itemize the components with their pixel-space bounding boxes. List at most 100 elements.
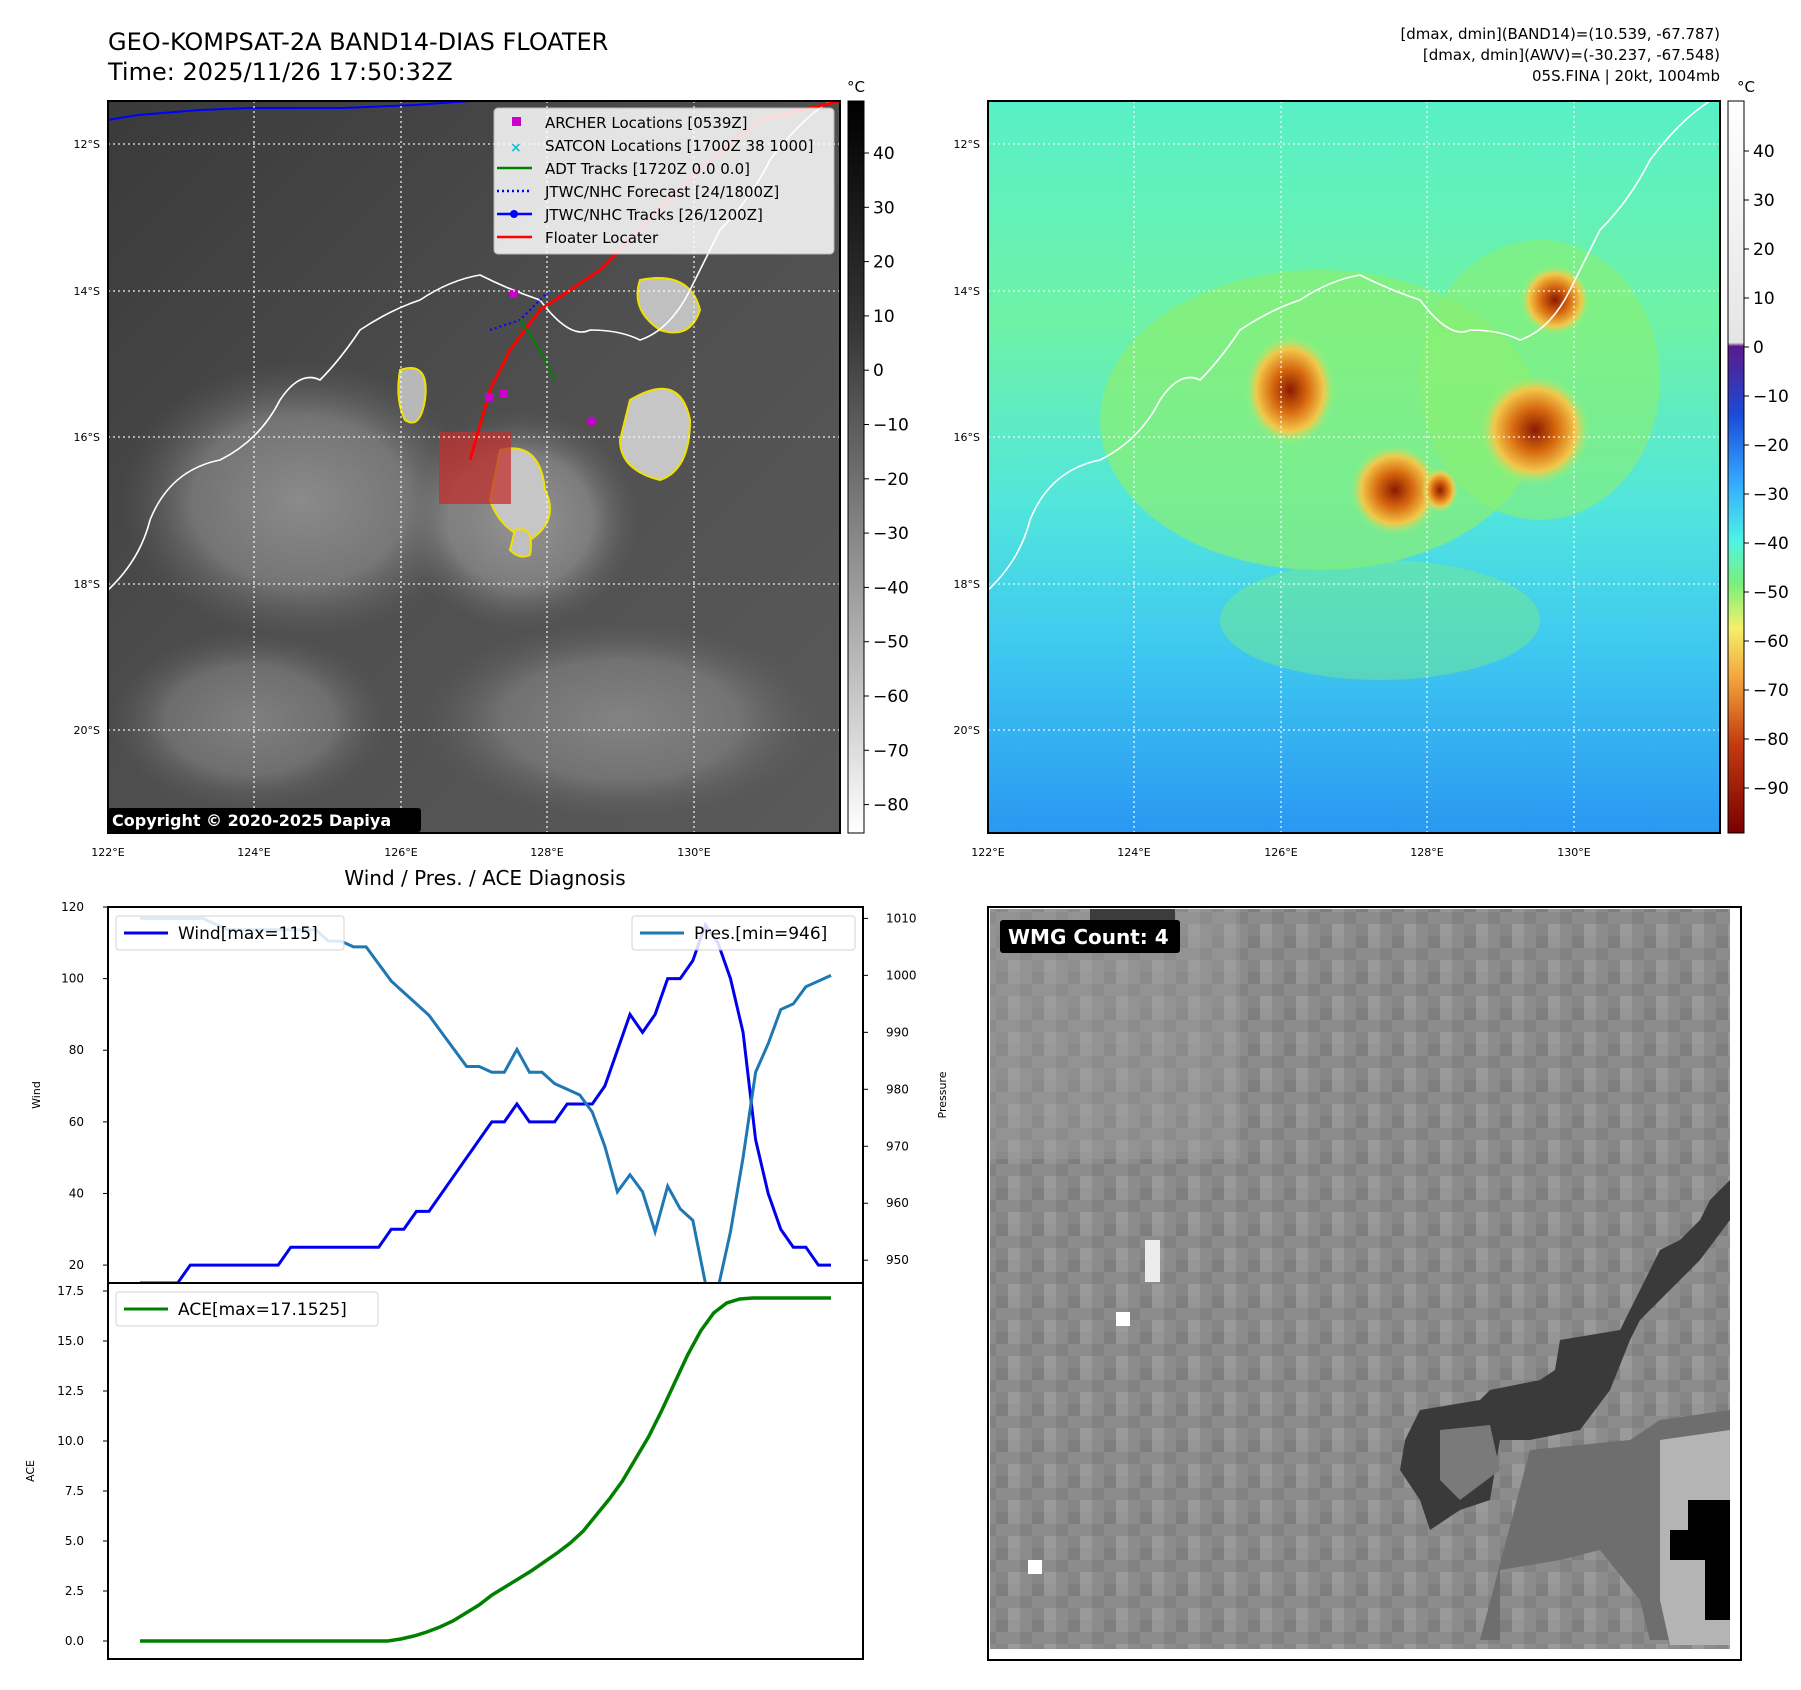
wmg-panel: WMG Count: 4 — [987, 906, 1742, 1661]
awv-colorbar-tick-label: −70 — [1753, 681, 1789, 701]
ir-colorbar-tick-label: 40 — [873, 144, 895, 164]
ace-tick-label: 10.0 — [57, 1434, 84, 1448]
ace-axis-ticks: 0.0 2.5 5.0 7.5 10.0 12.5 15.0 17.5 — [57, 1284, 108, 1648]
awv-colorbar-tick-label: 20 — [1753, 240, 1775, 260]
ace-tick-label: 15.0 — [57, 1334, 84, 1348]
square-marker-icon — [512, 117, 521, 126]
awv-colorbar-tick-label: 0 — [1753, 338, 1764, 358]
ace-legend-label: ACE[max=17.1525] — [178, 1300, 347, 1320]
legend-floater: Floater Locater — [545, 229, 659, 247]
ir-lat-12s: 12°S — [74, 138, 100, 151]
ace-axis-label: ACE — [24, 1460, 37, 1482]
awv-panel: 12°S 14°S 16°S 18°S 20°S 122°E 124°E 126… — [954, 78, 1789, 859]
ir-colorbar-tick-label: −70 — [873, 741, 909, 761]
figure-time: Time: 2025/11/26 17:50:32Z — [107, 58, 453, 86]
ir-colorbar-tick-label: −40 — [873, 578, 909, 598]
wind-pressure-chart: Wind / Pres. / ACE Diagnosis 20 40 60 80 100… — [30, 866, 949, 1284]
legend-satcon: SATCON Locations [1700Z 38 1000] — [545, 137, 813, 155]
ir-lon-122e: 122°E — [91, 846, 124, 859]
pressure-tick-label: 950 — [886, 1253, 909, 1267]
ir-lat-20s: 20°S — [74, 724, 100, 737]
awv-lat-20s: 20°S — [954, 724, 980, 737]
wmg-count-label: WMG Count: 4 — [1008, 925, 1169, 949]
wind-tick-label: 20 — [69, 1258, 84, 1272]
pressure-tick-label: 970 — [886, 1139, 909, 1153]
wind-tick-label: 100 — [61, 972, 84, 986]
ace-tick-label: 2.5 — [65, 1584, 84, 1598]
legend-archer: ARCHER Locations [0539Z] — [545, 114, 748, 132]
stats-storm: 05S.FINA | 20kt, 1004mb — [1532, 67, 1720, 85]
ir-legend: ARCHER Locations [0539Z] × SATCON Locati… — [493, 107, 835, 255]
ir-colorbar-tick-label: −10 — [873, 416, 909, 436]
awv-lat-16s: 16°S — [954, 431, 980, 444]
awv-colorbar-tick-label: −10 — [1753, 387, 1789, 407]
copyright-label: Copyright © 2020-2025 Dapiya — [112, 811, 391, 830]
wind-axis-ticks: 20 40 60 80 100 120 — [61, 900, 108, 1272]
awv-colorbar-ticks: 40 30 20 10 0 −10 −20 −30 −40 −50 −60 −70 −80 −90 — [1744, 142, 1789, 799]
awv-colorbar-tick-label: 10 — [1753, 289, 1775, 309]
wind-tick-label: 120 — [61, 900, 84, 914]
ir-colorbar-tick-label: −20 — [873, 470, 909, 490]
pressure-legend-label: Pres.[min=946] — [694, 924, 827, 944]
ir-colorbar-tick-label: 30 — [873, 198, 895, 218]
ir-colorbar-tick-label: −50 — [873, 633, 909, 653]
pressure-tick-label: 980 — [886, 1082, 909, 1096]
awv-colorbar-tick-label: −40 — [1753, 534, 1789, 554]
pressure-axis-ticks: 950 960 970 980 990 1000 1010 — [863, 911, 917, 1267]
ace-tick-label: 7.5 — [65, 1484, 84, 1498]
awv-colorbar-tick-label: 40 — [1753, 142, 1775, 162]
ace-tick-label: 0.0 — [65, 1634, 84, 1648]
ir-panel: 12°S 14°S 16°S 18°S 20°S 122°E 124°E 126… — [74, 78, 909, 859]
awv-colorbar-tick-label: −20 — [1753, 436, 1789, 456]
awv-colorbar-tick-label: −90 — [1753, 779, 1789, 799]
ace-chart: 0.0 2.5 5.0 7.5 10.0 12.5 15.0 17.5 ACE ACE[max… — [24, 1282, 864, 1660]
awv-colorbar-unit: °C — [1737, 78, 1755, 96]
wind-legend-label: Wind[max=115] — [178, 924, 318, 944]
ir-lon-128e: 128°E — [530, 846, 563, 859]
ace-tick-label: 5.0 — [65, 1534, 84, 1548]
ace-tick-label: 17.5 — [57, 1284, 84, 1298]
ir-colorbar-tick-label: −80 — [873, 796, 909, 816]
ir-lon-130e: 130°E — [677, 846, 710, 859]
ace-series-line — [140, 1296, 831, 1643]
awv-colorbar — [1727, 100, 1745, 834]
awv-lon-130e: 130°E — [1557, 846, 1590, 859]
ir-colorbar — [847, 100, 865, 834]
wind-tick-label: 60 — [69, 1115, 84, 1129]
ir-lat-14s: 14°S — [74, 285, 100, 298]
ace-tick-label: 12.5 — [57, 1384, 84, 1398]
awv-lon-122e: 122°E — [971, 846, 1004, 859]
ir-colorbar-tick-label: −30 — [873, 524, 909, 544]
awv-lon-126e: 126°E — [1264, 846, 1297, 859]
awv-lat-14s: 14°S — [954, 285, 980, 298]
ir-colorbar-tick-label: 0 — [873, 361, 884, 381]
awv-colorbar-tick-label: −50 — [1753, 583, 1789, 603]
awv-colorbar-tick-label: −30 — [1753, 485, 1789, 505]
wind-tick-label: 80 — [69, 1043, 84, 1057]
awv-colorbar-tick-label: −60 — [1753, 632, 1789, 652]
ir-colorbar-ticks: 40 30 20 10 0 −10 −20 −30 −40 −50 −60 −70 −80 — [864, 144, 909, 816]
ir-colorbar-tick-label: 20 — [873, 253, 895, 273]
pressure-tick-label: 960 — [886, 1196, 909, 1210]
ir-colorbar-tick-label: 10 — [873, 307, 895, 327]
awv-lat-18s: 18°S — [954, 578, 980, 591]
awv-colorbar-tick-label: −80 — [1753, 730, 1789, 750]
diagnosis-title: Wind / Pres. / ACE Diagnosis — [344, 866, 625, 890]
ir-lat-16s: 16°S — [74, 431, 100, 444]
wind-axis-label: Wind — [30, 1081, 43, 1109]
pressure-tick-label: 990 — [886, 1025, 909, 1039]
x-marker-icon: × — [510, 140, 522, 156]
pressure-tick-label: 1000 — [886, 968, 917, 982]
figure-title: GEO-KOMPSAT-2A BAND14-DIAS FLOATER — [108, 28, 608, 56]
pressure-tick-label: 1010 — [886, 911, 917, 925]
awv-lon-124e: 124°E — [1117, 846, 1150, 859]
ir-colorbar-tick-label: −60 — [873, 687, 909, 707]
pressure-axis-label: Pressure — [936, 1071, 949, 1118]
legend-adt: ADT Tracks [1720Z 0.0 0.0] — [545, 160, 750, 178]
awv-lon-128e: 128°E — [1410, 846, 1443, 859]
stats-band14: [dmax, dmin](BAND14)=(10.539, -67.787) — [1400, 25, 1720, 43]
ir-lon-126e: 126°E — [384, 846, 417, 859]
ir-colorbar-unit: °C — [847, 78, 865, 96]
legend-jtwc-forecast: JTWC/NHC Forecast [24/1800Z] — [544, 183, 779, 201]
